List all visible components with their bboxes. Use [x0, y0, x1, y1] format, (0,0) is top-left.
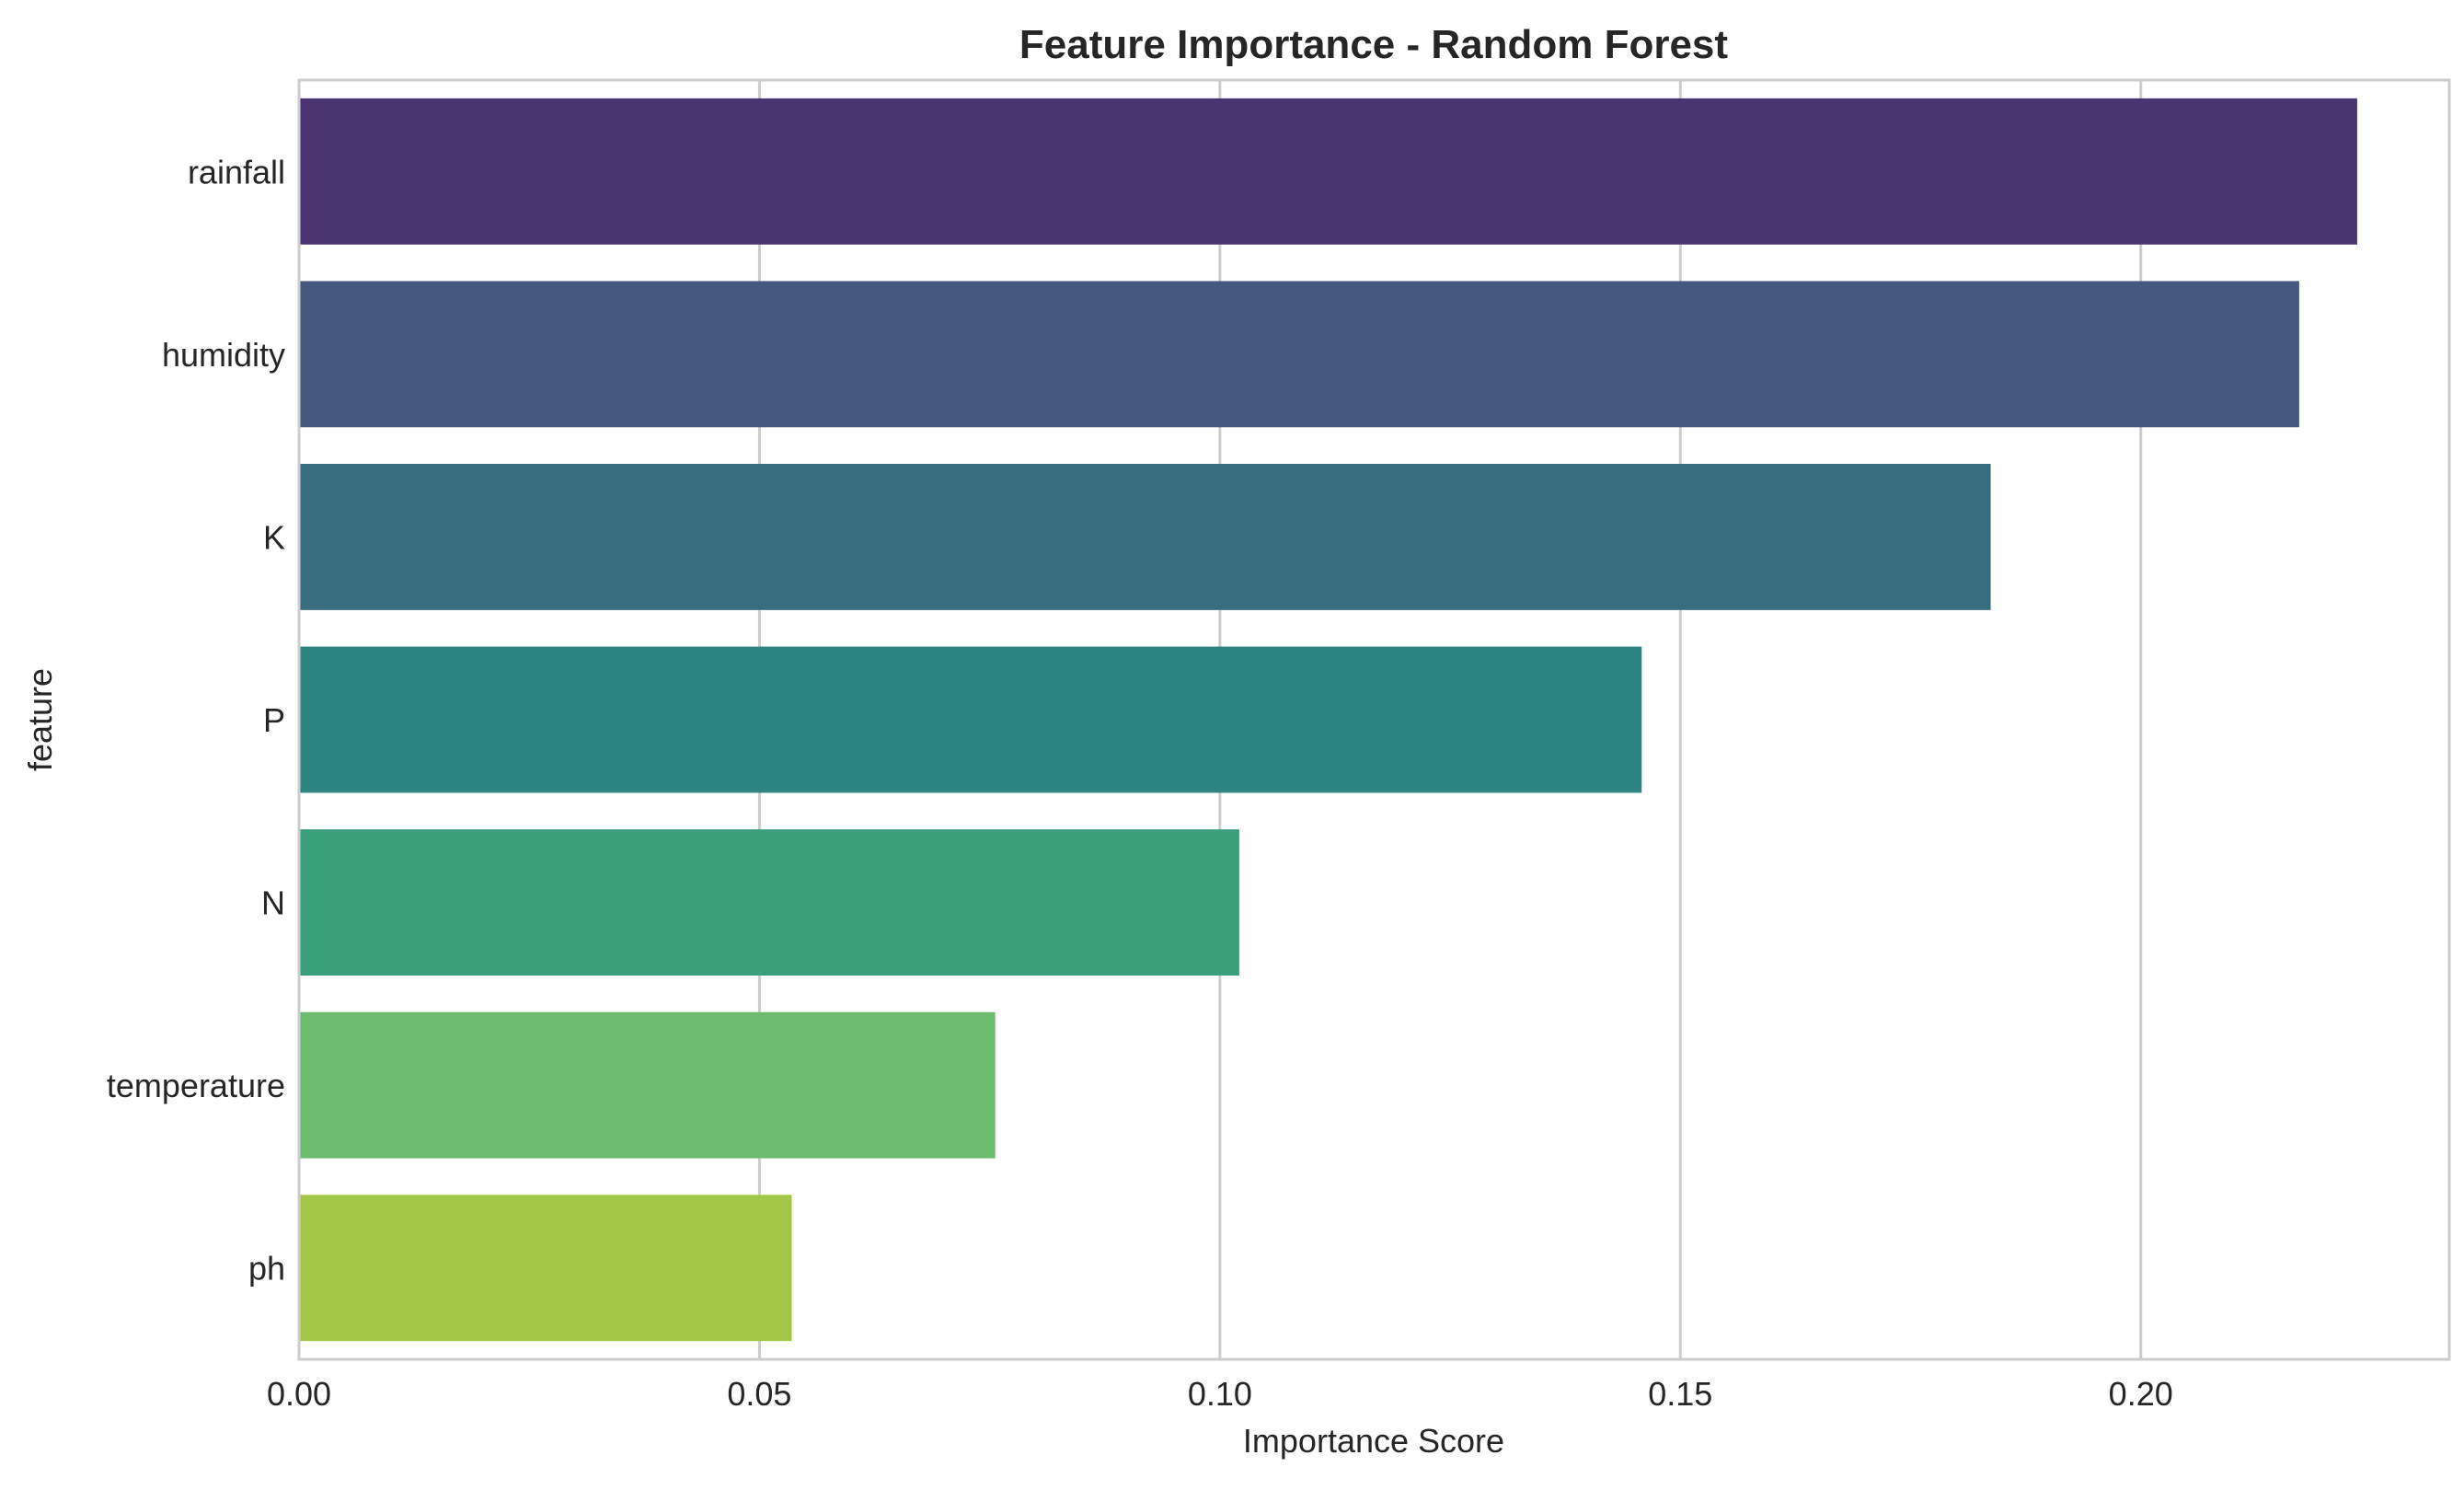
x-tick-label: 0.10 [1188, 1375, 1252, 1413]
bar-rainfall [299, 98, 2357, 245]
y-axis-label: feature [21, 668, 59, 771]
chart-title: Feature Importance - Random Forest [1019, 22, 1728, 67]
x-axis-label: Importance Score [1243, 1422, 1504, 1460]
x-tick-label: 0.20 [2109, 1375, 2173, 1413]
bars [299, 98, 2357, 1342]
y-tick-label: P [263, 701, 285, 739]
bar-ph [299, 1195, 792, 1342]
bar-n [299, 829, 1239, 976]
x-tick-label: 0.00 [267, 1375, 331, 1413]
x-tick-label: 0.15 [1648, 1375, 1712, 1413]
y-tick-label: humidity [162, 336, 285, 374]
bar-p [299, 646, 1642, 793]
bar-temperature [299, 1011, 996, 1159]
y-tick-label: N [261, 884, 285, 922]
y-tick-label: K [263, 518, 285, 556]
bar-humidity [299, 281, 2299, 428]
x-tick-labels: 0.00 0.05 0.10 0.15 0.20 [267, 1375, 2173, 1413]
x-tick-label: 0.05 [727, 1375, 791, 1413]
y-tick-label: ph [248, 1250, 285, 1288]
bar-k [299, 464, 1991, 610]
y-tick-label: rainfall [188, 153, 285, 191]
y-tick-label: temperature [107, 1067, 285, 1104]
plot-frame [297, 78, 2451, 1361]
